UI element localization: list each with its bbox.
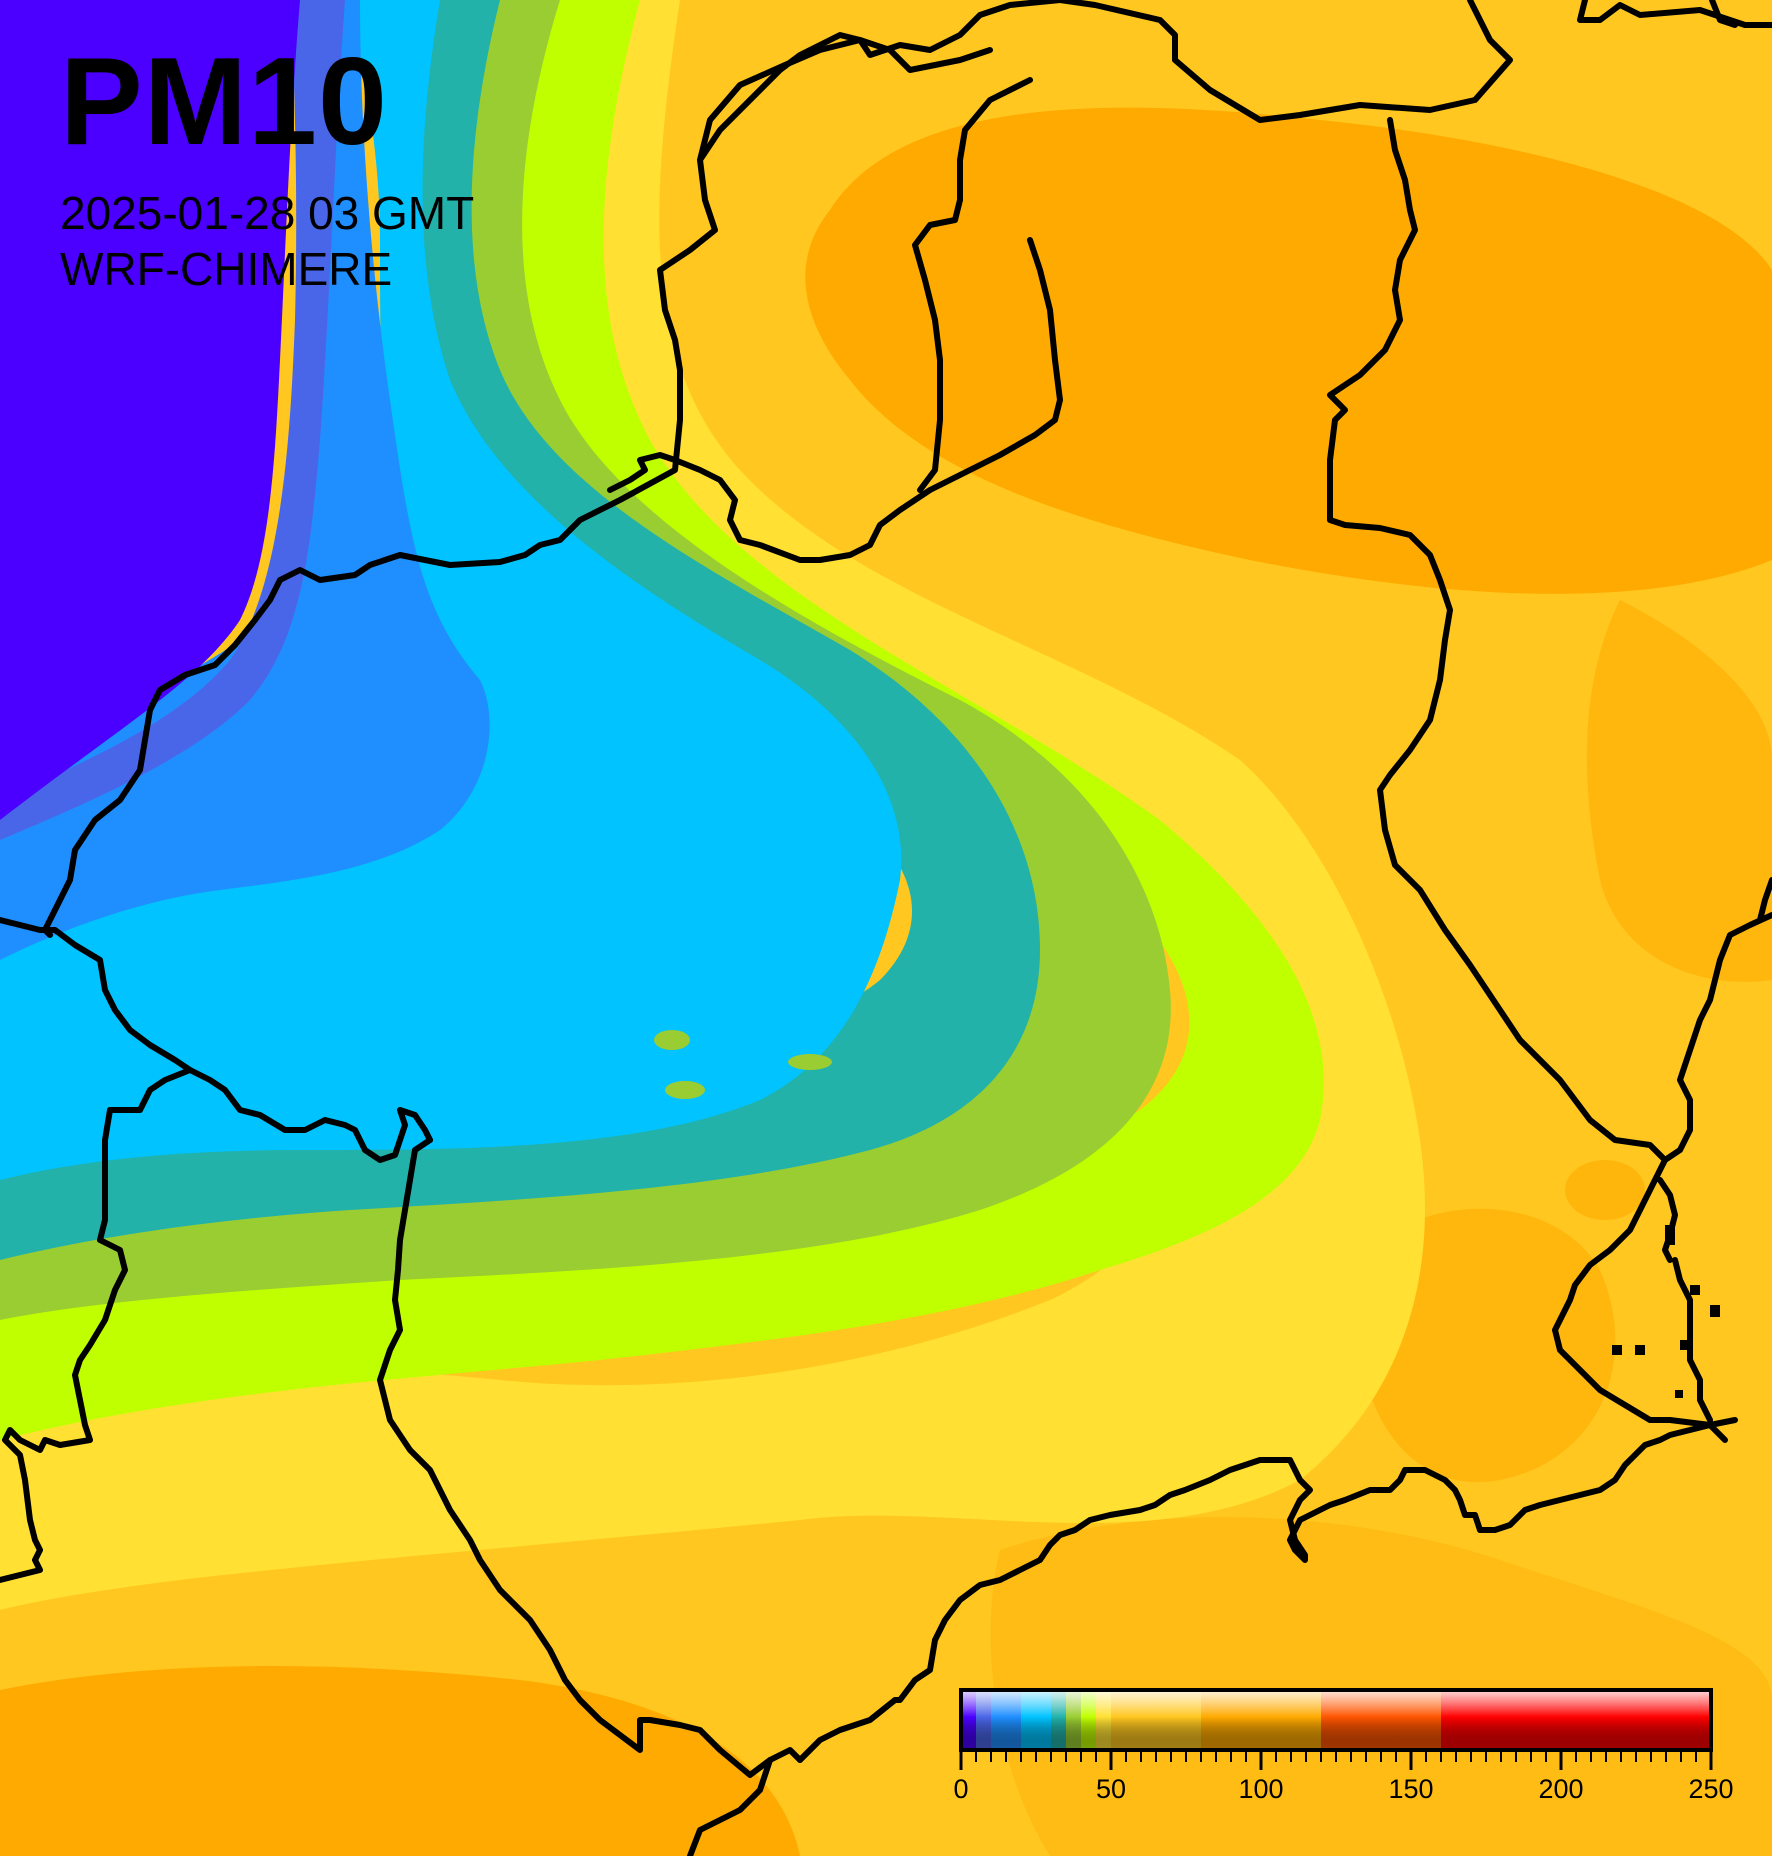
field-patch-4 [174, 1296, 206, 1308]
peninsula-east-edge [697, 37, 863, 163]
field-light-yellow [0, 0, 1425, 1610]
island-5 [1690, 1285, 1700, 1295]
colorbar-minor-ticks [960, 1750, 1712, 1762]
west-border [42, 552, 403, 938]
map-title-block: PM10 2025-01-28 03 GMT WRF-CHIMERE [60, 40, 474, 292]
east-land-top [1757, 877, 1772, 923]
colorbar-band-shade [1321, 1690, 1442, 1750]
colorbar-band-shade [1021, 1690, 1037, 1750]
northeast-coast [1577, 0, 1772, 28]
field-patch-5 [1565, 1160, 1645, 1220]
east-land-west-coast [1552, 1157, 1728, 1443]
field-orange-east [1586, 600, 1772, 982]
field-orange-south [990, 1517, 1772, 1856]
field-patch-3 [788, 1054, 832, 1070]
bay-coast [607, 237, 1063, 563]
colorbar-band-shade [1006, 1690, 1022, 1750]
field-very-low [0, 0, 300, 820]
colorbar-band-shade [1051, 1690, 1067, 1750]
colorbar-band-shade [976, 1690, 992, 1750]
field-patch-1 [654, 1030, 690, 1050]
colorbar-bands [961, 1690, 1712, 1750]
colorbar-band-shade [1066, 1690, 1082, 1750]
map-title: PM10 [60, 33, 388, 171]
colorbar-tick-label: 250 [1688, 1774, 1733, 1804]
colorbar-band-shade [1111, 1690, 1202, 1750]
central-south-border [377, 1137, 803, 1778]
south-coast [797, 1417, 1738, 1763]
west-coast-branch [0, 1067, 193, 1583]
northeast-coast-2 [1709, 0, 1738, 28]
colorbar-tick-label: 200 [1538, 1774, 1583, 1804]
island-3 [1680, 1340, 1690, 1350]
island-6 [1665, 1225, 1675, 1245]
colorbar-band-shade [1201, 1690, 1322, 1750]
colorbar-tick-label: 0 [953, 1774, 968, 1804]
interior-border-north [912, 77, 1033, 493]
east-land-east-coast [1662, 912, 1772, 1163]
colorbar-tick-label: 50 [1096, 1774, 1126, 1804]
model-name: WRF-CHIMERE [60, 243, 393, 295]
colorbar-tick-label: 100 [1238, 1774, 1283, 1804]
colorbar-band-shade [1441, 1690, 1712, 1750]
map-datetime: 2025-01-28 03 GMT [60, 187, 475, 239]
colorbar-tick-label: 150 [1388, 1774, 1433, 1804]
colorbar: 0 50 100 150 200 250 [953, 1688, 1734, 1804]
interior-border-north-east [1327, 117, 1668, 1163]
west-coast-main [0, 917, 433, 1163]
island-1 [1612, 1345, 1622, 1355]
colorbar-labels: 0 50 100 150 200 250 [953, 1774, 1733, 1804]
island-4 [1710, 1305, 1720, 1317]
island-7 [1675, 1390, 1683, 1398]
small-islands [1612, 1225, 1720, 1398]
field-orange-north [805, 107, 1772, 594]
field-orange-southwest [0, 1666, 800, 1856]
colorbar-band-shade [1096, 1690, 1112, 1750]
colorbar-major-ticks [959, 1750, 1713, 1770]
field-patch-2 [665, 1081, 705, 1099]
island-2 [1635, 1345, 1645, 1355]
north-coastline [1057, 0, 1513, 123]
colorbar-band-shade [1036, 1690, 1052, 1750]
colorbar-band-shade [961, 1690, 977, 1750]
central-coast-north [857, 37, 993, 73]
field-orange-southeast [1358, 1208, 1616, 1483]
colorbar-band-shade [1081, 1690, 1097, 1750]
south-coast-2 [687, 1757, 773, 1856]
colorbar-band-shade [991, 1690, 1007, 1750]
field-low-blue [0, 0, 345, 840]
